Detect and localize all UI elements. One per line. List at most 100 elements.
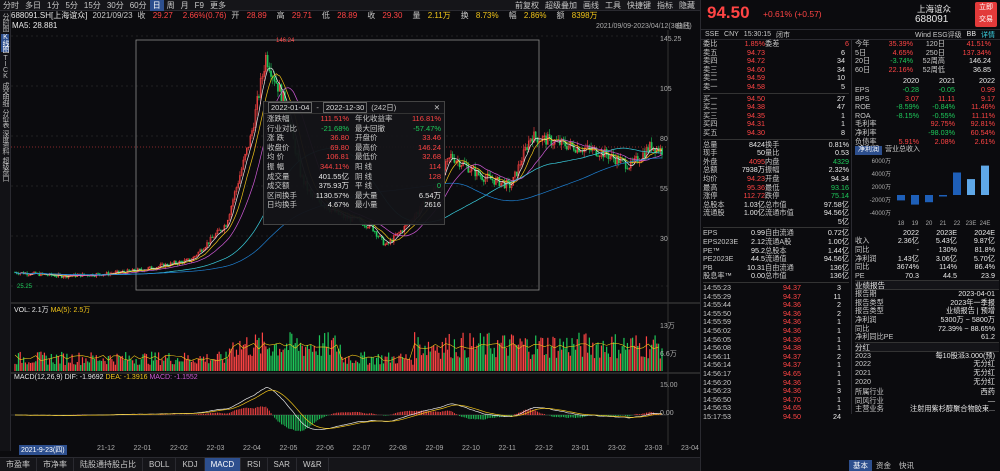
dividend-row-cell: 2023 — [855, 350, 871, 360]
stats-label: 日均换手 — [267, 200, 297, 210]
volume-bar — [318, 335, 321, 371]
period-tab-5[interactable]: 30分 — [106, 0, 124, 10]
tick-row: 14:56:23 94.36 3 — [703, 387, 849, 396]
est-row-cell: 2.36亿 — [897, 236, 919, 246]
candle-body — [514, 171, 516, 178]
nav-item-4[interactable]: 分价表 — [2, 109, 9, 127]
range-from[interactable]: 2022-01-04 — [268, 102, 313, 113]
indicator-tab-7[interactable]: SAR — [268, 458, 297, 471]
tool-button-0[interactable]: 前复权 — [515, 1, 539, 10]
period-tab-11[interactable]: 更多 — [209, 0, 226, 10]
tick-time: 14:56:14 — [703, 360, 731, 370]
period-tab-8[interactable]: 周 — [166, 0, 175, 10]
volume-bar — [204, 361, 206, 371]
volume-bar — [569, 355, 571, 371]
panel-tab-2[interactable]: 快讯 — [899, 460, 914, 470]
candle-body — [157, 266, 160, 268]
period-tab-10[interactable]: F9 — [194, 0, 204, 10]
trade-button[interactable]: 立即 交易 — [975, 2, 997, 27]
candle-body — [576, 146, 579, 153]
kline-chart[interactable]: 146.24 25.25 — [11, 30, 700, 455]
indicator-tab-3[interactable]: BOLL — [143, 458, 177, 471]
period-tab-0[interactable]: 分时 — [3, 0, 19, 10]
period-tab-9[interactable]: 月 — [180, 0, 189, 10]
indicator-tab-0[interactable]: 市盈率 — [0, 458, 37, 471]
nav-item-6[interactable]: 超级盘口 — [2, 157, 9, 181]
fundamentals-column: 今年 35.39% 120日 41.51% 5日 4.65% 250日 137.34% 20日 -… — [851, 39, 999, 414]
tick-time: 14:56:08 — [703, 343, 731, 353]
volume-bar — [66, 353, 68, 371]
nav-item-0[interactable]: 分时图 — [2, 13, 9, 31]
panel-tab-0[interactable]: 基本 — [849, 459, 872, 471]
volume-bar — [407, 359, 409, 371]
volume-bar — [253, 347, 255, 371]
nav-item-2[interactable]: TICK — [2, 55, 9, 79]
tick-row: 14:55:29 94.37 11 — [703, 292, 849, 302]
quote-time: 15:30:15 — [743, 31, 772, 38]
tick-volume: 1 — [837, 377, 841, 387]
volume-bar — [652, 339, 654, 371]
candle-body — [213, 237, 215, 239]
amt-label: 额 — [556, 11, 565, 20]
bid-row-cell: 94.38 — [747, 102, 765, 112]
volume-bar — [415, 358, 417, 371]
indicator-tab-6[interactable]: RSI — [241, 458, 268, 471]
period-tab-3[interactable]: 5分 — [65, 0, 78, 10]
tool-button-5[interactable]: 指标 — [657, 1, 673, 10]
indicator-tab-1[interactable]: 市净率 — [37, 458, 74, 471]
nav-item-5[interactable]: 深度资料 — [2, 130, 9, 154]
stat-row-cell: 93.16 — [831, 182, 849, 192]
volume-bar — [71, 354, 73, 371]
perf-row-cell: 41.51% — [966, 39, 991, 48]
news-row-cell: 61.2 — [981, 332, 995, 342]
volume-bar — [31, 362, 33, 371]
volume-bar — [538, 341, 540, 371]
volume-bar — [505, 347, 507, 371]
dividend-row-cell: 无分红 — [973, 359, 995, 369]
fin-row-cell: -0.28 — [902, 84, 919, 94]
bar-tab-1[interactable]: 营业总收入 — [885, 146, 920, 154]
tool-button-4[interactable]: 快捷键 — [627, 1, 651, 10]
panel-tab-1[interactable]: 资金 — [876, 460, 891, 470]
volume-bar — [597, 342, 599, 371]
tool-button-3[interactable]: 工具 — [605, 1, 621, 10]
range-to[interactable]: 2022-12-30 — [322, 102, 368, 113]
tick-volume: 2 — [837, 351, 841, 361]
volume-bar — [372, 357, 374, 371]
period-tab-1[interactable]: 多日 — [25, 0, 41, 10]
tool-button-2[interactable]: 画线 — [583, 1, 599, 10]
volume-bar — [28, 362, 30, 371]
fin-row-cell: -98.03% — [928, 127, 955, 137]
volume-bar — [453, 339, 456, 371]
indicator-tab-8[interactable]: W&R — [297, 458, 329, 471]
tick-price: 94.37 — [783, 360, 801, 370]
indicator-tab-5[interactable]: MACD — [204, 458, 242, 471]
news-row-cell: 2023年一季报 — [950, 297, 995, 307]
close-icon[interactable]: ✕ — [433, 103, 440, 112]
tool-button-1[interactable]: 超级叠加 — [545, 1, 577, 10]
est-row-cell: 1.43亿 — [897, 253, 919, 263]
fin-header-cell: 2020 — [903, 76, 919, 86]
period-tab-4[interactable]: 15分 — [83, 0, 101, 10]
volume-bar — [580, 346, 582, 371]
period-tab-7[interactable]: 日 — [149, 0, 164, 11]
fund-row-cell: 1.44亿 — [827, 245, 849, 255]
candle-body — [496, 177, 499, 179]
bid-row-cell — [765, 120, 809, 129]
nav-item-3[interactable]: 成交明细 — [2, 82, 9, 106]
nav-item-1[interactable]: K线图 — [1, 34, 9, 52]
volume-bar — [35, 361, 37, 371]
tool-button-6[interactable]: 隐藏 — [679, 1, 695, 10]
range-curve-icon[interactable]: 曲线 — [676, 23, 690, 30]
period-tab-2[interactable]: 1分 — [47, 0, 60, 10]
volume-bar — [450, 357, 452, 371]
esg-detail-link[interactable]: 详情 — [981, 31, 995, 39]
volume-bar — [619, 353, 622, 371]
indicator-tab-2[interactable]: 陆股通持股占比 — [74, 458, 143, 471]
perf-row-cell: 5日 — [855, 47, 867, 57]
stats-label: 最高价 — [355, 142, 378, 152]
period-tab-6[interactable]: 60分 — [129, 0, 147, 10]
volume-bar — [273, 344, 276, 371]
bar-tab-0[interactable]: 净利润 — [855, 146, 882, 155]
indicator-tab-4[interactable]: KDJ — [176, 458, 205, 471]
